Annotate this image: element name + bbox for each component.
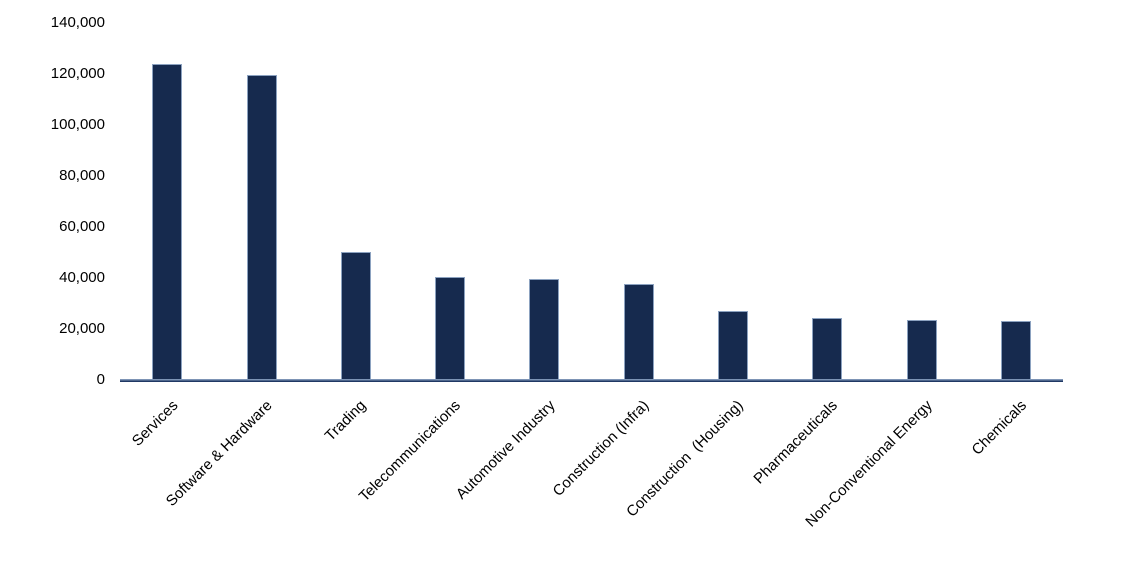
y-axis-tick-label: 80,000	[59, 167, 105, 184]
bar-services	[152, 63, 183, 380]
x-axis-category-label: Chemicals	[968, 397, 1030, 459]
y-axis-tick-label: 140,000	[50, 14, 105, 31]
bar-software-hardware	[246, 75, 277, 380]
y-axis-tick-label: 20,000	[59, 320, 105, 337]
x-axis-category-label: Trading	[322, 397, 370, 445]
bar-non-conventional-energy	[906, 319, 937, 380]
y-axis-tick-label: 60,000	[59, 218, 105, 235]
bar-construction-housing-	[717, 311, 748, 380]
x-axis-category-label: Construction (Infra)	[549, 397, 653, 500]
x-axis-line	[120, 379, 1063, 382]
bar-chemicals	[1000, 320, 1031, 380]
bar-trading	[340, 251, 371, 380]
x-axis-category-label: Telecommunications	[355, 397, 465, 506]
y-axis-tick-label: 40,000	[59, 269, 105, 286]
bar-pharmaceuticals	[812, 318, 843, 380]
y-axis-tick-label: 100,000	[50, 116, 105, 133]
x-axis-category-label: Automotive Industry	[452, 397, 559, 503]
x-axis-category-label: Services	[128, 397, 182, 450]
bar-construction-infra-	[623, 283, 654, 380]
x-axis-category-label: Pharmaceuticals	[750, 397, 842, 488]
bar-automotive-industry	[529, 279, 560, 380]
y-axis-tick-label: 0	[96, 371, 105, 388]
bar-telecommunications	[435, 277, 465, 380]
y-axis-tick-label: 120,000	[50, 65, 105, 82]
x-axis-category-label: Software & Hardware	[162, 397, 276, 510]
